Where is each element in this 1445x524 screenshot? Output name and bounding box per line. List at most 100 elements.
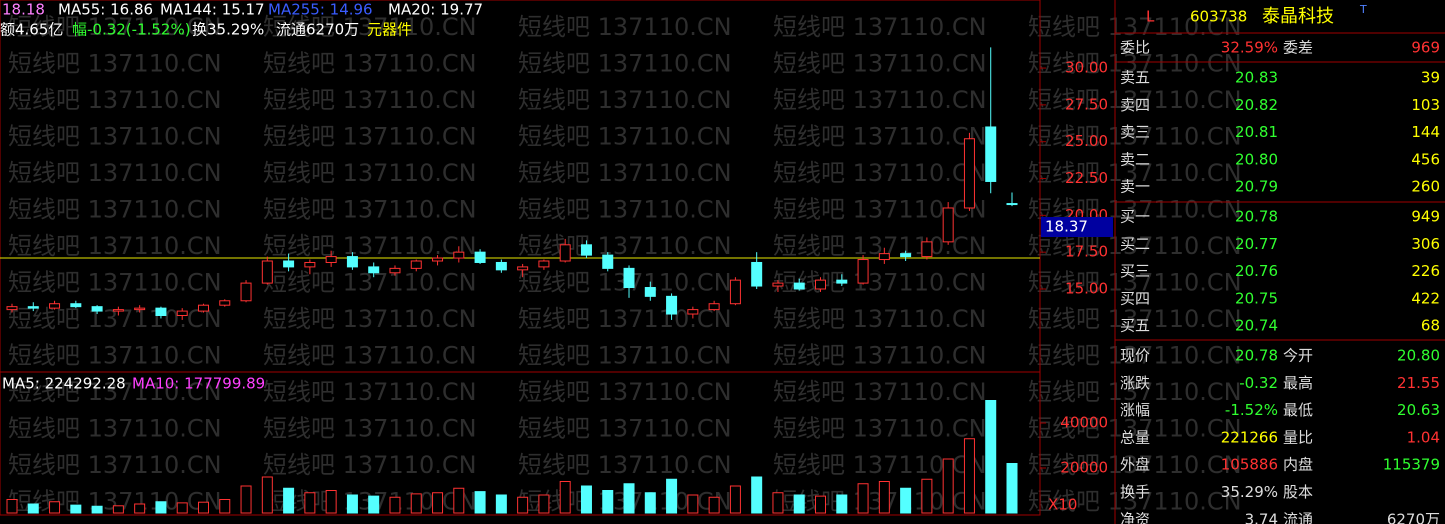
volume-bar bbox=[836, 494, 848, 514]
volume-bar bbox=[432, 492, 444, 514]
watermark: 短线吧 137110.CN bbox=[773, 378, 987, 406]
panel-cell: 卖三 bbox=[1120, 123, 1150, 141]
watermark: 短线吧 137110.CN bbox=[1028, 488, 1242, 516]
volume-bar bbox=[751, 476, 763, 514]
panel-cell: 422 bbox=[1411, 289, 1440, 307]
candle-body bbox=[453, 251, 465, 259]
panel-cell: 20.63 bbox=[1397, 401, 1440, 419]
volume-bar bbox=[325, 490, 337, 514]
panel-cell: 净资 bbox=[1120, 510, 1150, 524]
y-tick-label: 27.50 bbox=[1065, 95, 1108, 113]
panel-cell: 306 bbox=[1411, 235, 1440, 253]
watermark: 短线吧 137110.CN bbox=[263, 305, 477, 333]
watermark: 短线吧 137110.CN bbox=[1028, 269, 1242, 297]
volume-ma-label: MA10: 177799.89 bbox=[132, 375, 265, 393]
volume-bar bbox=[900, 487, 912, 514]
volume-bar bbox=[389, 496, 401, 514]
candle-body bbox=[580, 244, 592, 256]
watermark: 短线吧 137110.CN bbox=[518, 451, 732, 479]
volume-bar bbox=[666, 478, 678, 514]
volume-bar bbox=[261, 476, 273, 514]
volume-bar bbox=[176, 502, 188, 514]
candle-body bbox=[261, 260, 273, 284]
panel-cell: 6270万 bbox=[1387, 510, 1440, 524]
volume-bar bbox=[155, 501, 167, 514]
cursor-box bbox=[1041, 217, 1113, 237]
info-label: 换35.29% bbox=[192, 21, 264, 39]
candle-body bbox=[921, 241, 933, 258]
candle-body bbox=[878, 253, 890, 261]
stock-name: 泰晶科技 bbox=[1262, 6, 1334, 27]
ma-label: MA144: 15.17 bbox=[160, 1, 265, 19]
panel-cell: 买一 bbox=[1120, 208, 1150, 226]
ma-label: MA55: 16.86 bbox=[58, 1, 153, 19]
watermark: 短线吧 137110.CN bbox=[8, 13, 222, 41]
panel-cell: 流通 bbox=[1283, 510, 1313, 524]
volume-bar bbox=[495, 494, 507, 514]
info-label: 元器件 bbox=[367, 21, 412, 39]
panel-cell: 卖二 bbox=[1120, 150, 1150, 168]
candle-body bbox=[900, 253, 912, 258]
volume-bar bbox=[985, 400, 997, 514]
candle-body bbox=[772, 282, 784, 287]
panel-cell: 买二 bbox=[1120, 235, 1150, 253]
watermark: 短线吧 137110.CN bbox=[773, 159, 987, 187]
panel-cell: 涨幅 bbox=[1120, 401, 1150, 419]
y-tick-label: 25.00 bbox=[1065, 132, 1108, 150]
watermark: 短线吧 137110.CN bbox=[263, 342, 477, 370]
watermark: 短线吧 137110.CN bbox=[1028, 378, 1242, 406]
panel-cell: 144 bbox=[1411, 123, 1440, 141]
panel-cell: 103 bbox=[1411, 96, 1440, 114]
panel-cell: 105886 bbox=[1221, 456, 1278, 474]
panel-cell: 20.76 bbox=[1235, 262, 1278, 280]
volume-bar bbox=[219, 499, 231, 514]
watermark: 短线吧 137110.CN bbox=[518, 196, 732, 224]
watermark: 短线吧 137110.CN bbox=[263, 13, 477, 41]
candle-body bbox=[942, 207, 954, 243]
candle-body bbox=[49, 303, 61, 309]
ma-label: MA20: 19.77 bbox=[388, 1, 483, 19]
y-tick-label: 22.50 bbox=[1065, 169, 1108, 187]
candle-body bbox=[432, 257, 444, 262]
candle-body bbox=[346, 256, 358, 268]
info-label: 额4.65亿 bbox=[0, 21, 63, 39]
candle-body bbox=[197, 304, 209, 312]
volume-bar bbox=[538, 494, 550, 514]
watermark: 短线吧 137110.CN bbox=[8, 232, 222, 260]
watermark: 短线吧 137110.CN bbox=[518, 86, 732, 114]
panel-cell: 20.79 bbox=[1235, 178, 1278, 196]
watermark: 短线吧 137110.CN bbox=[8, 196, 222, 224]
panel-cell: 买五 bbox=[1120, 317, 1150, 335]
scale-label: X10 bbox=[1048, 496, 1077, 514]
candle-body bbox=[857, 259, 869, 284]
volume-bar bbox=[304, 492, 316, 514]
info-label: 流通6270万 bbox=[276, 21, 359, 39]
panel-cell: 涨跌 bbox=[1120, 374, 1150, 392]
candle-body bbox=[517, 266, 529, 271]
candle-body bbox=[644, 287, 656, 297]
volume-bar bbox=[963, 438, 975, 514]
ma-label: MA255: 14.96 bbox=[268, 1, 373, 19]
candle-body bbox=[751, 261, 763, 287]
y-tick-label: 30.00 bbox=[1065, 59, 1108, 77]
panel-cell: 949 bbox=[1411, 208, 1440, 226]
panel-cell: 最低 bbox=[1283, 401, 1313, 419]
info-label: 幅-0.32(-1.52%) bbox=[72, 21, 191, 39]
volume-bar bbox=[580, 485, 592, 514]
watermark: 短线吧 137110.CN bbox=[8, 269, 222, 297]
watermark: 短线吧 137110.CN bbox=[263, 415, 477, 443]
volume-bar bbox=[708, 496, 720, 514]
volume-bar bbox=[27, 503, 39, 514]
panel-cell: -0.32 bbox=[1239, 374, 1278, 392]
y-tick-label: 15.00 bbox=[1065, 279, 1108, 297]
candle-body bbox=[963, 138, 975, 209]
watermark: 短线吧 137110.CN bbox=[8, 378, 222, 406]
watermark: 短线吧 137110.CN bbox=[8, 123, 222, 151]
panel-cell: 456 bbox=[1411, 150, 1440, 168]
watermark: 短线吧 137110.CN bbox=[8, 159, 222, 187]
volume-bar bbox=[6, 499, 18, 514]
y-tick-label: 17.50 bbox=[1065, 243, 1108, 261]
panel-cell: 卖四 bbox=[1120, 96, 1150, 114]
